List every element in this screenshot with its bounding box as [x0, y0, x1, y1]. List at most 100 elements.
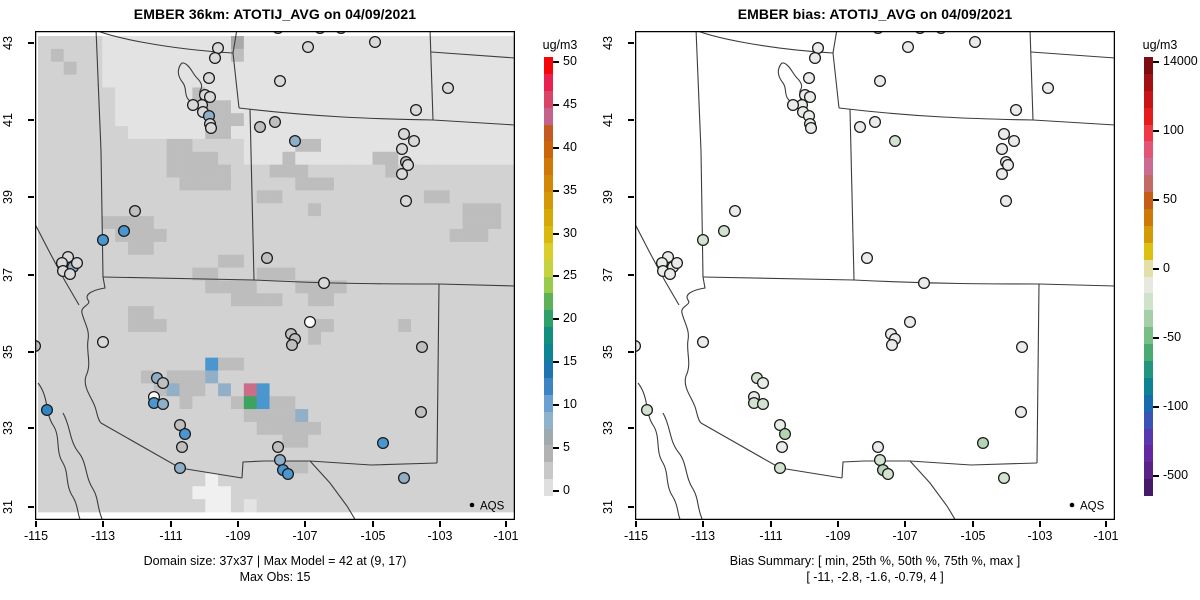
station-marker	[273, 74, 287, 88]
y-axis-tick	[628, 506, 634, 508]
raster-cell	[115, 126, 129, 140]
raster-cell	[50, 177, 65, 191]
raster-cell	[398, 421, 412, 436]
raster-cell	[475, 319, 489, 333]
raster-cell	[436, 357, 451, 371]
state-border-line	[700, 422, 843, 479]
raster-cell	[488, 434, 502, 449]
raster-cell	[385, 203, 399, 217]
raster-cell	[462, 370, 476, 384]
station-marker	[775, 440, 789, 454]
raster-cell	[423, 151, 438, 165]
station-marker	[317, 276, 331, 290]
raster-cell	[38, 126, 52, 140]
station-marker	[156, 397, 170, 411]
map-plot-model: AQS	[35, 31, 515, 520]
raster-cell	[63, 138, 77, 153]
raster-cell	[346, 164, 360, 178]
raster-cell	[372, 306, 386, 320]
raster-cell	[50, 473, 65, 487]
raster-cell	[115, 473, 129, 487]
raster-cell	[89, 203, 103, 217]
raster-cell	[38, 241, 52, 256]
raster-cell	[115, 203, 129, 217]
raster-cell	[205, 306, 219, 320]
colorbar-tick	[553, 104, 559, 106]
raster-cell	[38, 280, 52, 294]
raster-cell	[411, 499, 425, 513]
raster-cell	[256, 74, 270, 88]
raster-cell	[462, 267, 476, 281]
raster-cell	[76, 267, 90, 281]
x-axis-tick	[770, 521, 772, 527]
raster-cell	[359, 421, 373, 436]
station-marker	[995, 167, 1009, 181]
raster-cell	[179, 61, 193, 75]
raster-cell	[333, 319, 348, 333]
raster-cell	[153, 177, 167, 191]
raster-cell	[153, 203, 167, 217]
raster-cell	[372, 421, 386, 436]
raster-cell	[205, 499, 219, 513]
raster-cell	[372, 177, 386, 191]
colorbar-segment	[1144, 445, 1153, 463]
raster-cell	[436, 319, 451, 333]
station-marker	[285, 338, 299, 352]
raster-cell	[140, 61, 155, 75]
raster-cell	[192, 434, 206, 449]
raster-cell	[89, 447, 103, 461]
raster-cell	[321, 396, 335, 410]
raster-cell	[333, 460, 348, 474]
raster-cell	[256, 331, 270, 346]
raster-cell	[359, 267, 373, 281]
raster-cell	[359, 126, 373, 140]
raster-cell	[50, 228, 65, 243]
raster-cell	[295, 306, 309, 320]
raster-cell	[256, 473, 270, 487]
raster-cell	[449, 486, 463, 500]
raster-cell	[346, 36, 360, 50]
raster-cell	[243, 319, 258, 333]
raster-cell	[89, 48, 103, 63]
station-marker	[178, 427, 192, 441]
raster-cell	[243, 48, 258, 63]
raster-cell	[475, 61, 489, 75]
raster-cell	[76, 36, 90, 50]
station-marker	[407, 134, 421, 148]
station-marker	[885, 338, 899, 352]
raster-cell	[475, 383, 489, 397]
colorbar-segment	[1144, 394, 1153, 412]
raster-cell	[243, 306, 258, 320]
raster-cell	[179, 74, 193, 88]
raster-cell	[475, 293, 489, 307]
colorbar-tick-label: 35	[563, 183, 577, 197]
raster-cell	[398, 48, 412, 63]
raster-cell	[321, 306, 335, 320]
raster-cell	[63, 383, 77, 397]
raster-cell	[115, 370, 129, 384]
raster-cell	[128, 499, 142, 513]
raster-cell	[333, 280, 348, 294]
raster-cell	[102, 473, 116, 487]
raster-cell	[359, 447, 373, 461]
raster-cell	[488, 164, 502, 178]
raster-cell	[218, 87, 232, 101]
raster-cell	[282, 190, 296, 204]
colorbar-tick	[553, 61, 559, 63]
raster-cell	[230, 486, 245, 500]
x-axis-tick-label: -107	[292, 529, 318, 543]
raster-cell	[501, 228, 515, 243]
raster-cell	[385, 138, 399, 153]
raster-cell	[269, 126, 283, 140]
raster-cell	[89, 357, 103, 371]
raster-cell	[411, 293, 425, 307]
raster-cell	[50, 126, 65, 140]
raster-cell	[501, 447, 515, 461]
raster-cell	[436, 306, 451, 320]
colorbar-tick	[1153, 199, 1159, 201]
raster-cell	[63, 36, 77, 50]
raster-cell	[321, 331, 335, 346]
state-border-line	[1030, 51, 1115, 59]
station-marker	[808, 51, 822, 65]
raster-cell	[423, 357, 438, 371]
